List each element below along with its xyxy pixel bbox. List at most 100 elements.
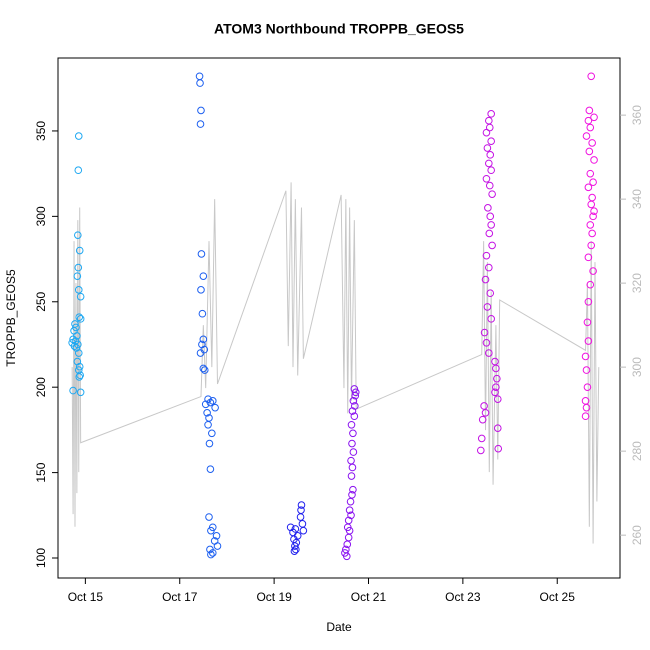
point (203, 409, 211, 417)
point (74, 231, 82, 239)
point (485, 116, 493, 125)
point (348, 463, 357, 472)
point (208, 549, 217, 557)
point (494, 444, 503, 453)
point (211, 403, 219, 412)
point (348, 439, 356, 448)
point (485, 349, 493, 357)
point (582, 403, 591, 412)
point (349, 485, 357, 494)
point (480, 328, 489, 337)
point (476, 446, 485, 455)
point (588, 193, 596, 202)
y2-tick-label: 360 (630, 105, 644, 125)
point (206, 465, 215, 473)
point (478, 415, 487, 424)
point (213, 542, 222, 550)
point (488, 241, 496, 250)
point (581, 412, 590, 421)
point (75, 246, 84, 255)
point (492, 383, 500, 391)
point (481, 409, 490, 417)
point (486, 151, 495, 159)
point (205, 439, 214, 448)
point (212, 532, 221, 540)
point (204, 420, 212, 429)
y-tick-label: 150 (34, 462, 48, 482)
point (487, 315, 495, 323)
point (205, 513, 213, 521)
point (75, 373, 84, 381)
point (290, 547, 299, 555)
point (197, 250, 206, 258)
point (73, 272, 82, 280)
point (347, 456, 355, 465)
point (486, 212, 495, 221)
point (493, 374, 501, 383)
point (208, 429, 216, 438)
point (587, 200, 596, 209)
point (584, 183, 593, 192)
point (586, 221, 595, 229)
point (582, 366, 591, 374)
point (581, 352, 590, 361)
y2-tick-label: 280 (630, 441, 644, 461)
point (482, 338, 491, 347)
point (199, 364, 208, 373)
point (481, 275, 490, 284)
point (348, 407, 357, 415)
point (482, 251, 491, 260)
y-tick-label: 250 (34, 291, 48, 311)
point (349, 448, 358, 456)
point (70, 342, 79, 350)
point (350, 412, 359, 421)
x-tick-label: Oct 23 (445, 590, 481, 604)
point (291, 542, 299, 550)
point (589, 212, 597, 221)
point (347, 472, 356, 480)
point (348, 491, 356, 499)
point (587, 241, 596, 250)
point (585, 147, 594, 156)
y-tick-label: 300 (34, 206, 48, 226)
point (485, 181, 494, 190)
point (351, 391, 360, 400)
point (292, 545, 300, 554)
point (483, 144, 492, 152)
point (583, 383, 592, 391)
point (207, 526, 215, 535)
point (349, 429, 357, 438)
point (76, 371, 84, 380)
point (589, 178, 597, 186)
line (71, 182, 600, 544)
point (344, 533, 353, 542)
point (588, 139, 596, 147)
point (197, 106, 205, 115)
point (483, 303, 492, 311)
point (480, 402, 488, 410)
point (583, 318, 592, 327)
point (491, 388, 499, 397)
point (69, 386, 77, 395)
point (74, 166, 83, 175)
point (482, 128, 491, 137)
y-tick-label: 100 (34, 548, 48, 568)
point (196, 349, 205, 357)
point (74, 286, 83, 294)
point (487, 166, 495, 175)
point (482, 174, 491, 183)
point (76, 388, 85, 397)
y2-tick-label: 340 (630, 189, 644, 209)
point (69, 335, 77, 344)
point (493, 395, 502, 403)
point (485, 229, 494, 238)
point (582, 132, 591, 140)
point (485, 159, 493, 168)
point (298, 520, 307, 528)
x-axis-label: Date (326, 620, 352, 634)
x-tick-label: Oct 15 (68, 590, 104, 604)
point (487, 137, 495, 145)
x-tick-label: Oct 19 (256, 590, 292, 604)
point (584, 253, 593, 262)
point (351, 388, 360, 397)
